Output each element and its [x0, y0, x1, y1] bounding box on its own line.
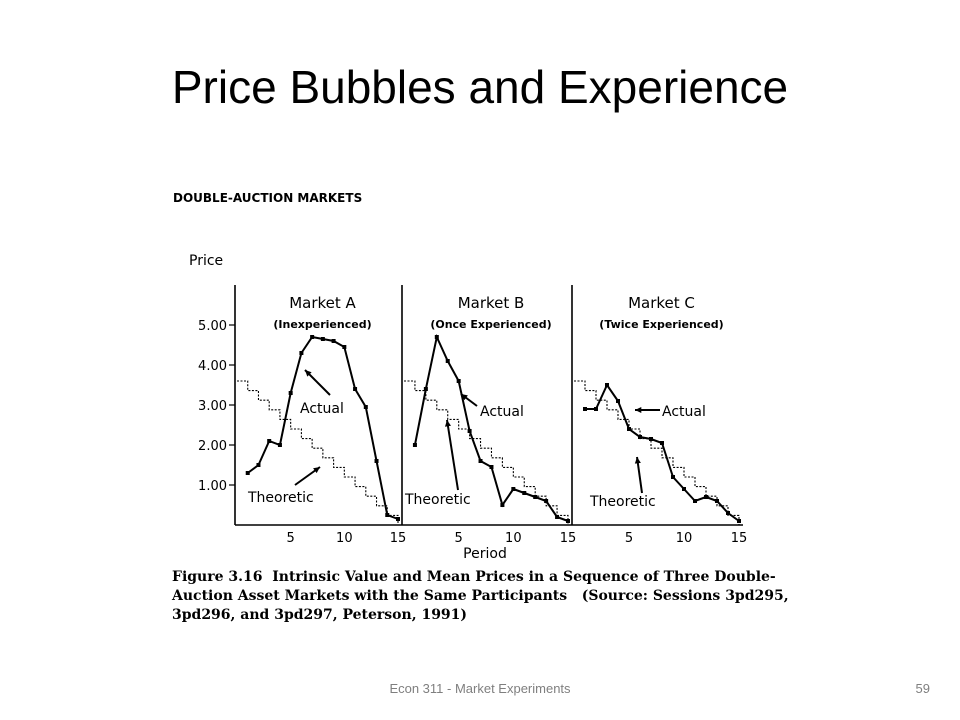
- panel-subtitle: (Once Experienced): [430, 318, 551, 331]
- x-tick-label: 15: [560, 531, 577, 546]
- y-axis-label: Price: [189, 253, 223, 269]
- annotation-label: Theoretic: [404, 492, 471, 508]
- actual-price-point: [511, 487, 516, 491]
- figure-chart: DOUBLE-AUCTION MARKETS Price 1.00 2.00 3.00 4…: [173, 191, 748, 562]
- actual-price-point: [299, 351, 304, 355]
- actual-price-point: [256, 463, 261, 467]
- actual-price-point: [277, 443, 282, 447]
- y-tick-label: 3.00: [198, 399, 227, 414]
- slide-footer: Econ 311 - Market Experiments: [389, 681, 571, 696]
- actual-price-point: [412, 443, 417, 447]
- x-axis-label: Period: [463, 546, 507, 562]
- actual-price-point: [627, 427, 631, 431]
- panel-subtitle: (Inexperienced): [273, 318, 371, 331]
- actual-price-point: [522, 491, 527, 495]
- actual-price-point: [544, 499, 549, 503]
- actual-price-point: [594, 407, 598, 411]
- figure-caption: Figure 3.16 Intrinsic Value and Mean Pri…: [172, 568, 792, 625]
- annotation-label: Actual: [300, 401, 344, 417]
- annotation-label: Actual: [662, 404, 706, 420]
- actual-price-point: [423, 387, 428, 391]
- actual-price-point: [331, 339, 336, 343]
- figure-header: DOUBLE-AUCTION MARKETS: [173, 191, 362, 205]
- actual-price-point: [682, 487, 686, 491]
- panel-title: Market B: [458, 294, 525, 312]
- actual-price-point: [583, 407, 587, 411]
- actual-price-point: [671, 475, 675, 479]
- panel-subtitle: (Twice Experienced): [599, 318, 723, 331]
- x-tick-label: 15: [390, 531, 407, 546]
- slide-page-number: 59: [915, 681, 930, 696]
- actual-price-point: [693, 499, 697, 503]
- actual-price-point: [445, 359, 450, 363]
- actual-price-point: [638, 435, 642, 439]
- actual-price-point: [353, 387, 358, 391]
- x-tick-label: 10: [676, 531, 693, 546]
- y-tick-label: 4.00: [198, 359, 227, 374]
- actual-price-point: [363, 405, 368, 409]
- annotation-arrow: [446, 419, 459, 491]
- panel-title: Market C: [628, 294, 695, 312]
- actual-price-point: [456, 379, 461, 383]
- x-tick-label: 5: [625, 531, 633, 546]
- annotation-arrowhead: [635, 406, 642, 414]
- annotation-arrowhead: [461, 394, 468, 401]
- annotation-arrowhead: [305, 370, 312, 377]
- x-tick-label: 5: [287, 531, 295, 546]
- actual-price-point: [737, 519, 741, 523]
- slide-title: Price Bubbles and Experience: [171, 61, 789, 113]
- actual-price-point: [500, 503, 505, 507]
- panel-title: Market A: [289, 294, 356, 312]
- actual-price-point: [605, 383, 609, 387]
- actual-price-point: [660, 441, 664, 445]
- caption-line: 3pd296, and 3pd297, Peterson, 1991): [172, 607, 468, 623]
- actual-price-point: [726, 511, 730, 515]
- annotation-label: Theoretic: [589, 494, 656, 510]
- actual-price-point: [489, 465, 494, 469]
- y-tick-label: 1.00: [198, 479, 227, 494]
- x-tick-label: 15: [731, 531, 748, 546]
- annotation-label: Actual: [480, 404, 524, 420]
- y-tick-label: 5.00: [198, 319, 227, 334]
- annotation-arrowhead: [634, 457, 641, 464]
- actual-price-point: [342, 345, 347, 349]
- actual-price-point: [533, 495, 538, 499]
- x-tick-label: 10: [505, 531, 522, 546]
- actual-price-point: [385, 513, 390, 517]
- actual-price-point: [434, 335, 439, 339]
- actual-price-point: [478, 459, 483, 463]
- y-tick-label: 2.00: [198, 439, 227, 454]
- annotation-arrowhead: [444, 420, 451, 427]
- annotation-arrowhead: [313, 467, 320, 474]
- actual-price-point: [649, 437, 653, 441]
- caption-line: Figure 3.16 Intrinsic Value and Mean Pri…: [172, 569, 776, 585]
- actual-price-point: [320, 337, 325, 341]
- actual-price-point: [396, 517, 400, 521]
- theoretic-step-line: [574, 380, 740, 525]
- actual-price-point: [267, 439, 272, 443]
- actual-price-point: [288, 391, 293, 395]
- actual-price-point: [704, 495, 708, 499]
- annotation-label: Theoretic: [247, 490, 314, 506]
- actual-price-point: [715, 499, 719, 503]
- actual-price-point: [374, 459, 379, 463]
- actual-price-point: [467, 429, 472, 433]
- actual-price-point: [616, 399, 620, 403]
- actual-price-point: [310, 335, 315, 339]
- x-tick-label: 5: [455, 531, 463, 546]
- theoretic-step-line: [404, 380, 569, 525]
- caption-line: Auction Asset Markets with the Same Part…: [172, 588, 789, 604]
- x-tick-label: 10: [336, 531, 353, 546]
- actual-price-point: [555, 515, 560, 519]
- actual-price-point: [566, 519, 570, 523]
- actual-price-point: [245, 471, 250, 475]
